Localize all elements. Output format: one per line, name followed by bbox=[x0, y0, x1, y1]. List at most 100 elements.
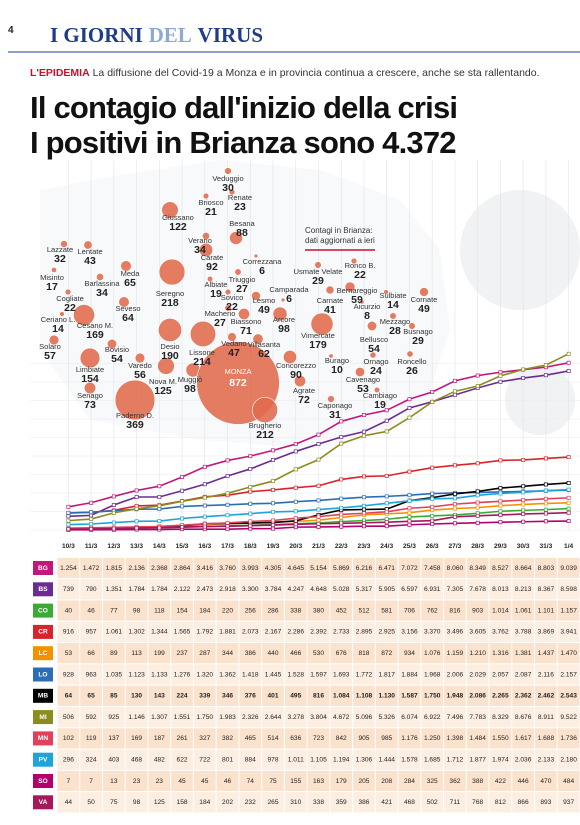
series-marker bbox=[248, 485, 253, 489]
table-cell: 6.922 bbox=[424, 714, 441, 721]
table-cell: 1.968 bbox=[424, 671, 441, 678]
series-marker bbox=[521, 512, 526, 516]
series-marker bbox=[316, 432, 321, 437]
town-name: Misinto bbox=[40, 273, 64, 282]
series-marker bbox=[134, 495, 139, 499]
table-cell: 1.597 bbox=[310, 671, 327, 678]
table-cell: 1.108 bbox=[356, 693, 373, 700]
table-cell: 286 bbox=[268, 607, 279, 614]
series-marker bbox=[339, 521, 344, 526]
town-name: Villasanta bbox=[248, 340, 281, 349]
table-cell: 205 bbox=[358, 778, 369, 785]
series-marker bbox=[339, 524, 344, 529]
town-name: Carnate bbox=[317, 296, 344, 305]
table-cell: 8.329 bbox=[492, 714, 509, 721]
town-name: Cogliate bbox=[56, 294, 84, 303]
table-cell: 1.437 bbox=[538, 650, 555, 657]
town-bubble bbox=[158, 318, 182, 342]
town-value: 47 bbox=[228, 347, 240, 359]
town-bubble bbox=[96, 273, 104, 281]
kicker-label: L'EPIDEMIA bbox=[30, 67, 90, 79]
series-marker bbox=[339, 505, 344, 510]
series-marker bbox=[566, 360, 571, 365]
table-cell: 1.146 bbox=[128, 714, 145, 721]
section-word: VIRUS bbox=[198, 23, 263, 47]
series-marker bbox=[248, 454, 253, 459]
series-marker bbox=[498, 370, 503, 375]
row-code-bg bbox=[33, 710, 53, 725]
table-cell: 403 bbox=[108, 756, 119, 763]
town-name: Senago bbox=[77, 391, 103, 400]
town-name: Briosco bbox=[198, 198, 223, 207]
series-marker bbox=[521, 498, 526, 503]
table-cell: 1.381 bbox=[515, 650, 532, 657]
table-cell: 8.013 bbox=[492, 586, 509, 593]
table-cell: 359 bbox=[336, 799, 347, 806]
table-cell: 23 bbox=[133, 778, 141, 785]
row-code: PV bbox=[39, 756, 48, 763]
series-marker bbox=[543, 501, 548, 506]
table-cell: 818 bbox=[358, 650, 369, 657]
table-cell: 916 bbox=[63, 629, 74, 636]
town-value: 43 bbox=[84, 255, 96, 267]
table-cell: 1.750 bbox=[197, 714, 214, 721]
series-marker bbox=[248, 501, 253, 506]
town-name: Caponago bbox=[318, 401, 353, 410]
table-cell: 2.362 bbox=[515, 693, 532, 700]
town-name: Biassono bbox=[231, 317, 262, 326]
town-name: Bovisio bbox=[105, 345, 129, 354]
table-cell: 65 bbox=[87, 693, 95, 700]
series-marker bbox=[339, 512, 344, 517]
date-header: 25/3 bbox=[403, 543, 416, 550]
town-value: 34 bbox=[96, 287, 108, 299]
town-bubble bbox=[252, 333, 264, 345]
series-marker bbox=[407, 510, 412, 515]
table-cell: 1.076 bbox=[424, 650, 441, 657]
row-code-bg bbox=[33, 688, 53, 703]
series-marker bbox=[180, 525, 185, 530]
table-cell: 265 bbox=[268, 799, 279, 806]
series-marker bbox=[475, 493, 480, 498]
town-value: 23 bbox=[234, 201, 246, 213]
series-marker bbox=[521, 484, 526, 489]
town-bubble bbox=[224, 167, 232, 175]
date-header: 29/3 bbox=[494, 543, 507, 550]
table-cell: 468 bbox=[131, 756, 142, 763]
town-value: 27 bbox=[214, 317, 226, 329]
date-header: 22/3 bbox=[335, 543, 348, 550]
series-marker bbox=[293, 485, 298, 490]
table-cell: 470 bbox=[540, 778, 551, 785]
town-bubble bbox=[252, 397, 278, 423]
date-header: 23/3 bbox=[358, 543, 371, 550]
table-cell: 3.370 bbox=[424, 629, 441, 636]
series-marker bbox=[543, 519, 548, 524]
table-cell: 1.035 bbox=[106, 671, 123, 678]
row-code-bg bbox=[33, 603, 53, 618]
series-marker bbox=[566, 519, 571, 523]
table-cell: 1.398 bbox=[447, 735, 464, 742]
series-marker bbox=[384, 494, 389, 499]
table-cell: 421 bbox=[381, 799, 392, 806]
town-bubble bbox=[83, 381, 97, 395]
table-cell: 1.250 bbox=[424, 735, 441, 742]
series-marker bbox=[157, 507, 162, 511]
series-marker bbox=[521, 376, 526, 381]
date-header: 13/3 bbox=[130, 543, 143, 550]
series-marker bbox=[362, 503, 366, 508]
town-value: 22 bbox=[354, 269, 366, 281]
table-cell: 1.617 bbox=[515, 735, 532, 742]
table-cell: 5.326 bbox=[378, 714, 395, 721]
series-marker bbox=[521, 457, 526, 462]
series-marker bbox=[362, 474, 366, 479]
series-marker bbox=[452, 496, 457, 501]
series-marker bbox=[248, 467, 253, 471]
series-marker bbox=[566, 481, 571, 485]
town-bubble bbox=[161, 201, 179, 219]
series-marker bbox=[89, 500, 94, 505]
series-marker bbox=[430, 399, 435, 404]
table-cell: 339 bbox=[199, 693, 210, 700]
row-code-bg bbox=[33, 624, 53, 639]
town-value: 125 bbox=[154, 385, 172, 397]
series-marker bbox=[566, 351, 571, 356]
section-word: I GIORNI bbox=[50, 23, 143, 47]
